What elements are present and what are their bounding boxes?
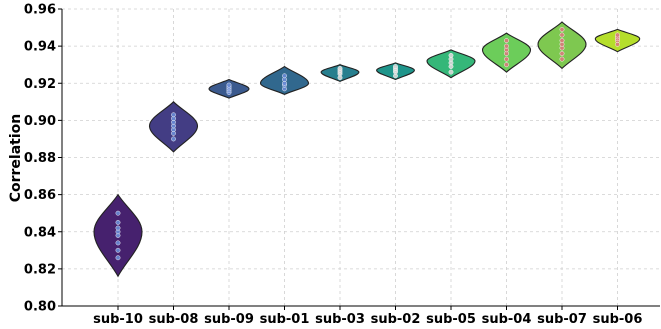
x-tick-label: sub-05 bbox=[426, 312, 476, 327]
x-tick-label: sub-01 bbox=[260, 312, 310, 327]
data-point bbox=[171, 112, 176, 118]
data-point bbox=[504, 56, 509, 62]
y-tick-label: 0.92 bbox=[24, 77, 56, 92]
y-tick-label: 0.90 bbox=[24, 114, 56, 129]
y-tick-label: 0.80 bbox=[24, 300, 56, 315]
data-point bbox=[504, 62, 509, 68]
y-tick-label: 0.84 bbox=[24, 225, 56, 240]
x-tick-label: sub-04 bbox=[482, 312, 532, 327]
x-tick-label: sub-09 bbox=[204, 312, 254, 327]
data-point bbox=[282, 73, 287, 79]
data-point bbox=[115, 210, 121, 216]
y-tick-label: 0.86 bbox=[24, 188, 56, 203]
data-point bbox=[559, 26, 565, 32]
data-point bbox=[171, 136, 176, 142]
x-tick-label: sub-10 bbox=[93, 312, 143, 327]
axes: 0.80 0.82 0.84 0.86 0.88 0.90 0.92 0.94 0.96 sub-… bbox=[24, 3, 660, 327]
data-point bbox=[504, 43, 509, 49]
x-tick-label: sub-06 bbox=[593, 312, 643, 327]
x-tick-label: sub-03 bbox=[315, 312, 365, 327]
data-point bbox=[226, 82, 232, 88]
y-axis-label: Correlation bbox=[8, 114, 24, 203]
data-point bbox=[115, 255, 121, 261]
data-point bbox=[115, 220, 121, 225]
data-point bbox=[559, 56, 565, 62]
x-tick-label: sub-02 bbox=[371, 312, 421, 327]
data-point bbox=[615, 32, 620, 38]
data-point bbox=[393, 64, 398, 69]
data-point bbox=[337, 65, 343, 71]
y-tick-label: 0.96 bbox=[24, 3, 56, 18]
data-point bbox=[448, 69, 454, 75]
x-tick-label: sub-08 bbox=[149, 312, 199, 327]
data-point bbox=[115, 225, 121, 231]
violins bbox=[93, 21, 641, 278]
y-tick-label: 0.88 bbox=[24, 151, 56, 166]
data-point bbox=[504, 38, 509, 44]
data-point bbox=[559, 51, 565, 56]
data-point bbox=[448, 52, 454, 58]
y-tick-label: 0.82 bbox=[24, 262, 56, 277]
data-point bbox=[559, 38, 565, 44]
data-point bbox=[559, 32, 565, 38]
data-point bbox=[115, 247, 121, 253]
data-point bbox=[115, 240, 121, 246]
x-tick-label: sub-07 bbox=[537, 312, 587, 327]
y-tick-label: 0.94 bbox=[24, 40, 56, 55]
